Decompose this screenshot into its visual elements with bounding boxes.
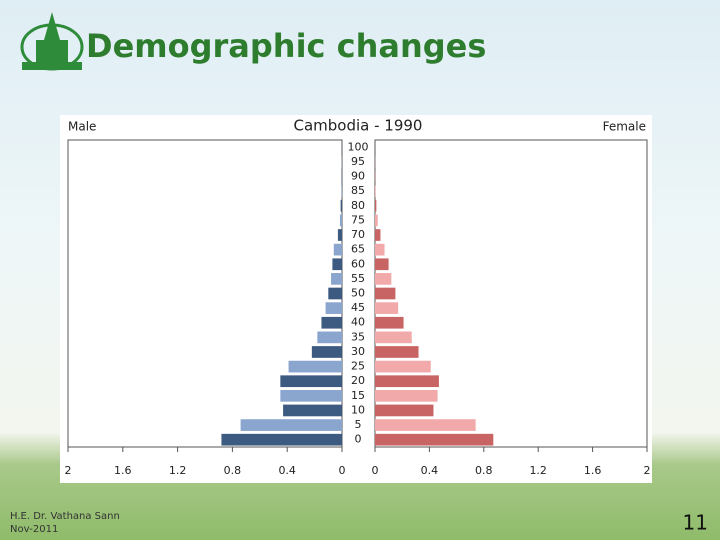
bar <box>375 199 377 212</box>
bar <box>375 316 404 329</box>
age-label: 60 <box>351 257 365 270</box>
bar <box>375 302 399 314</box>
bar <box>337 229 342 241</box>
age-label: 5 <box>355 418 362 431</box>
age-label: 65 <box>351 243 365 256</box>
x-tick-label: 1.6 <box>114 464 132 477</box>
x-tick-label: 0 <box>372 464 379 477</box>
x-tick-label: 0 <box>339 464 346 477</box>
bar <box>341 185 342 198</box>
x-tick-label: 2 <box>65 464 72 477</box>
bar <box>339 214 342 227</box>
bar <box>328 287 342 300</box>
x-tick-label: 0.8 <box>475 464 493 477</box>
date: Nov-2011 <box>10 524 58 535</box>
bar <box>375 360 431 373</box>
logo <box>20 12 84 71</box>
age-label: 75 <box>351 213 365 226</box>
legend-male: Male <box>68 120 96 134</box>
x-tick-label: 2 <box>644 464 651 477</box>
bar <box>280 375 342 388</box>
bar <box>325 302 342 314</box>
age-label: 10 <box>351 403 365 416</box>
age-label: 80 <box>351 199 365 212</box>
author: H.E. Dr. Vathana Sann <box>10 511 120 522</box>
bar <box>332 258 342 271</box>
x-tick-label: 0.4 <box>421 464 439 477</box>
age-label: 70 <box>351 228 365 241</box>
bar <box>221 433 342 446</box>
x-tick-label: 0.4 <box>278 464 296 477</box>
bar <box>375 229 381 241</box>
bar <box>375 375 439 388</box>
bar <box>331 273 342 285</box>
page-number: 11 <box>683 511 708 535</box>
bar <box>375 273 392 285</box>
legend-female: Female <box>603 120 646 134</box>
age-label: 25 <box>351 360 365 373</box>
age-label: 85 <box>351 184 365 197</box>
age-label: 15 <box>351 389 365 402</box>
age-label: 45 <box>351 301 365 314</box>
age-label: 90 <box>351 170 365 183</box>
bar <box>288 360 342 373</box>
x-tick-label: 1.2 <box>169 464 187 477</box>
age-label: 30 <box>351 345 365 358</box>
bar <box>280 389 342 402</box>
age-label: 95 <box>351 155 365 168</box>
chart-title: Cambodia - 1990 <box>294 117 423 135</box>
age-label: 0 <box>355 433 362 446</box>
x-tick-label: 1.2 <box>529 464 547 477</box>
plot-right <box>374 139 648 448</box>
bar <box>375 331 412 344</box>
age-label: 55 <box>351 272 365 285</box>
bar <box>375 389 438 402</box>
bar <box>321 316 342 329</box>
bar <box>333 243 342 256</box>
bar <box>311 346 342 358</box>
slide-title: Demographic changes <box>86 27 486 65</box>
x-tick-label: 0.8 <box>224 464 242 477</box>
bar <box>375 433 494 446</box>
bar <box>317 331 342 344</box>
bar <box>340 199 342 212</box>
bar <box>283 404 342 417</box>
bar <box>375 243 385 256</box>
age-label: 100 <box>348 140 369 153</box>
age-label: 50 <box>351 287 365 300</box>
x-tick-label: 1.6 <box>584 464 602 477</box>
bar <box>375 346 419 358</box>
bar <box>375 214 378 227</box>
bar <box>375 404 434 417</box>
age-label: 35 <box>351 330 365 343</box>
age-label: 40 <box>351 316 365 329</box>
bar <box>375 185 376 198</box>
bar <box>240 419 342 431</box>
bar <box>375 419 476 431</box>
age-label: 20 <box>351 374 365 387</box>
bar <box>375 287 396 300</box>
bar <box>375 258 389 271</box>
